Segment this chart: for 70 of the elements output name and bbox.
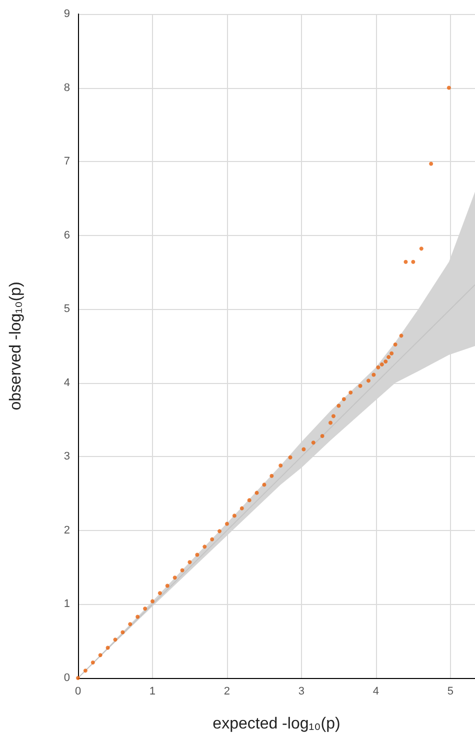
x-tick-label: 1 [149, 686, 156, 698]
point [218, 529, 222, 534]
x-tick-label: 2 [224, 686, 230, 698]
point [180, 568, 184, 572]
point [358, 384, 362, 388]
y-tick-label: 7 [64, 156, 70, 168]
point [393, 342, 398, 347]
point [376, 365, 380, 370]
point [254, 490, 259, 495]
point [302, 447, 306, 452]
point [372, 372, 376, 377]
point [76, 676, 80, 680]
y-tick-label: 8 [64, 82, 70, 94]
point [419, 246, 424, 251]
point [240, 506, 244, 510]
y-tick-label: 5 [64, 303, 70, 316]
x-axis-title: expected -log₁₀(p) [212, 716, 340, 732]
x-tick-label: 5 [447, 686, 454, 698]
point [262, 482, 266, 487]
point [429, 162, 434, 166]
point [390, 351, 394, 356]
point [278, 464, 283, 468]
point [172, 576, 177, 580]
y-tick-label: 3 [64, 450, 70, 463]
y-tick-label: 1 [64, 598, 70, 610]
point [336, 404, 341, 408]
y-tick-label: 4 [64, 376, 70, 389]
point [328, 420, 332, 425]
y-tick-label: 0 [64, 672, 70, 684]
point [83, 668, 88, 673]
point [90, 660, 95, 665]
point [320, 434, 324, 438]
point [150, 599, 154, 604]
point [106, 646, 110, 650]
point [128, 622, 132, 626]
point [331, 414, 336, 418]
point [411, 260, 416, 264]
point [380, 362, 384, 366]
y-axis-title: observed -log₁₀(p) [8, 282, 24, 410]
point [247, 498, 252, 502]
y-tick-label: 2 [64, 524, 70, 536]
point [270, 474, 274, 478]
point [188, 560, 192, 564]
point [202, 544, 207, 549]
point [348, 390, 353, 394]
y-tick-label: 6 [64, 229, 70, 242]
point [143, 606, 148, 611]
point [120, 630, 125, 634]
point [158, 591, 162, 596]
point [386, 355, 391, 360]
point [113, 638, 118, 642]
point [384, 359, 388, 364]
point [404, 260, 408, 264]
point [366, 378, 370, 383]
point [165, 584, 170, 588]
point [311, 440, 316, 445]
x-tick-label: 3 [298, 686, 305, 698]
point [210, 537, 214, 542]
x-tick-label: 0 [74, 686, 82, 698]
point [195, 552, 200, 557]
point [446, 86, 451, 90]
point [232, 514, 236, 518]
point [399, 334, 404, 338]
y-tick-label: 9 [64, 8, 70, 20]
point [224, 522, 229, 526]
point [342, 397, 346, 402]
x-tick-label: 4 [372, 686, 379, 698]
point [288, 455, 292, 460]
point [98, 653, 102, 658]
point [136, 614, 140, 619]
